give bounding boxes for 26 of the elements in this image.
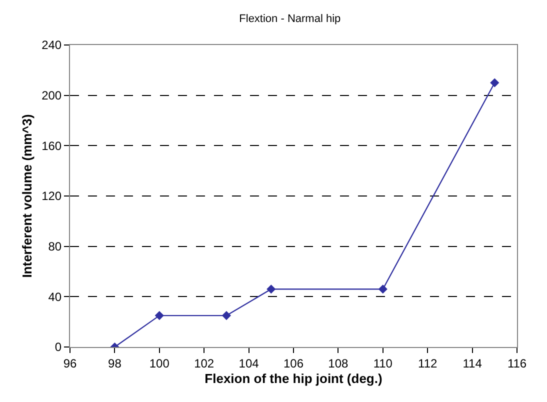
x-axis-title: Flexion of the hip joint (deg.) <box>204 371 382 386</box>
chart-title: Flextion - Narmal hip <box>239 12 341 25</box>
y-tick-label: 240 <box>42 38 62 52</box>
x-tick-label: 104 <box>238 356 260 370</box>
x-tick-label: 112 <box>418 356 438 370</box>
y-tick-label: 40 <box>48 290 62 304</box>
x-tick-label: 108 <box>328 356 349 370</box>
y-tick-label: 160 <box>42 138 62 153</box>
x-tick-label: 102 <box>194 356 214 370</box>
y-tick-label: 200 <box>42 88 62 103</box>
x-tick-label: 96 <box>63 356 77 370</box>
y-tick-label: 0 <box>54 340 62 354</box>
x-tick-label: 100 <box>149 356 170 370</box>
y-axis-title: Interferent volume (mm^3) <box>20 114 35 278</box>
x-tick-label: 98 <box>108 356 122 370</box>
y-tick-label: 120 <box>42 189 62 204</box>
point <box>490 78 500 88</box>
point <box>154 310 164 320</box>
point <box>378 284 388 294</box>
point <box>222 310 231 320</box>
y-tick-label: 80 <box>48 240 62 254</box>
point <box>266 284 276 294</box>
x-tick-label: 114 <box>462 356 482 370</box>
x-tick-label: 116 <box>507 356 527 370</box>
x-tick-label: 106 <box>283 356 304 370</box>
x-tick-label: 110 <box>373 356 393 370</box>
